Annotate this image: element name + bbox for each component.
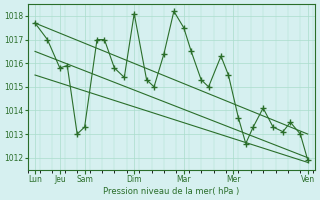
- X-axis label: Pression niveau de la mer( hPa ): Pression niveau de la mer( hPa ): [103, 187, 239, 196]
